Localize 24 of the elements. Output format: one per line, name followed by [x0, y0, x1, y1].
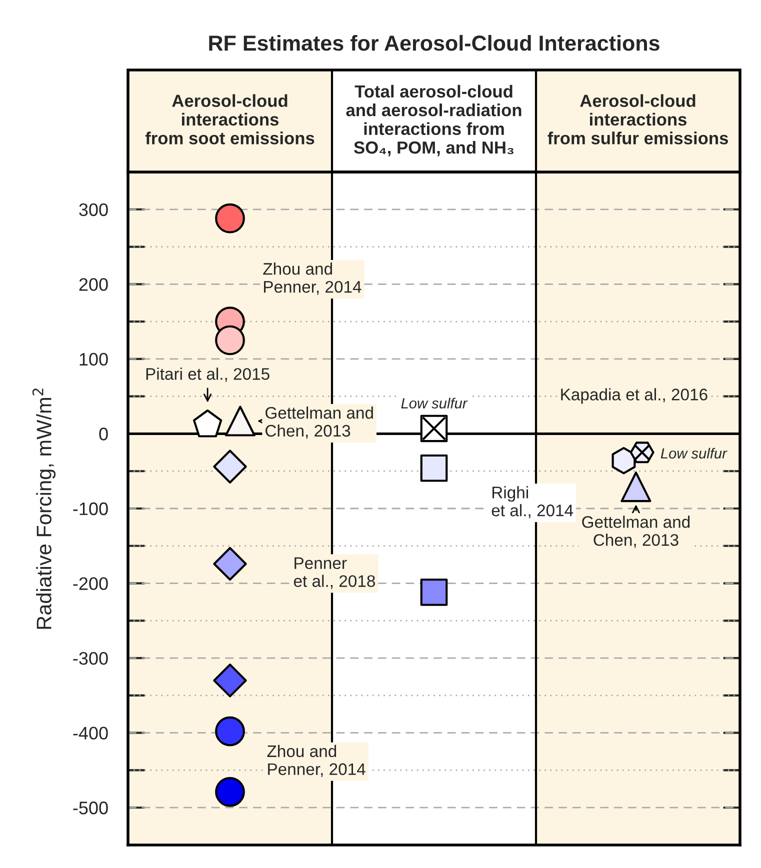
annotation: Zhou and Penner, 2014 [267, 744, 366, 778]
annotation: Kapadia et al., 2016 [561, 388, 708, 404]
y-axis-title: Radiative Forcing, mW/m$^{2}$ [32, 388, 56, 629]
annotation: Penner et al., 2018 [294, 557, 375, 589]
annotation: Pitari et al., 2015 [146, 368, 270, 382]
y-tick-label: -100 [73, 502, 108, 516]
y-tick-label: 200 [79, 278, 108, 291]
annotation: Gettelman and Chen, 2013 [582, 516, 690, 548]
annotation: Zhou and Penner, 2014 [263, 262, 362, 295]
annotation: Gettelman and Chen, 2013 [266, 406, 373, 439]
annotation: Righi et al., 2014 [492, 486, 574, 518]
x-tick-label: Aerosol-cloud interactions from sulfur emissions [548, 94, 728, 144]
y-tick-label: 100 [80, 352, 108, 366]
y-tick-label: 0 [99, 428, 108, 440]
x-tick-label: Total aerosol-cloud and aerosol-radiation interactions from SO₄, POM, and NH₃ [346, 84, 522, 156]
x-tick-label: Aerosol-cloud interactions from soot emissions [145, 94, 314, 144]
y-tick-label: -200 [73, 577, 108, 590]
y-tick-label: -500 [73, 802, 108, 814]
y-tick-label: -400 [73, 726, 108, 740]
chart-title: RF Estimates for Aerosol-Cloud Interactions [209, 34, 660, 51]
y-tick-label: 300 [79, 203, 108, 216]
annotation: Low sulfur [401, 398, 468, 408]
y-tick-label: -300 [73, 652, 108, 665]
annotation: Low sulfur [660, 448, 728, 459]
